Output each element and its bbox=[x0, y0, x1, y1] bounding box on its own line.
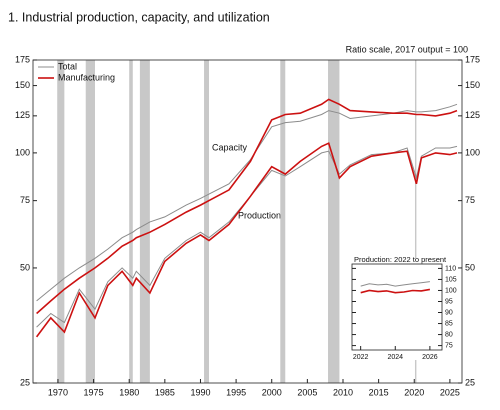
x-tick-label: 1975 bbox=[84, 387, 104, 397]
y-tick-label: 100 bbox=[15, 147, 30, 157]
plot-frame bbox=[32, 59, 463, 384]
y-tick-label: 105 bbox=[445, 276, 457, 283]
x-tick-label: 2020 bbox=[404, 387, 424, 397]
recession-bar bbox=[328, 60, 340, 383]
y-tick-label: 150 bbox=[15, 80, 30, 90]
plot-frame bbox=[351, 263, 443, 351]
x-tick-label: 1980 bbox=[119, 387, 139, 397]
x-tick-label: 1970 bbox=[48, 387, 68, 397]
y-tick-label: 80 bbox=[445, 331, 453, 338]
series-line bbox=[36, 98, 458, 315]
y-tick-label: 100 bbox=[465, 147, 480, 157]
x-tick-label: 2024 bbox=[387, 354, 403, 361]
series-line bbox=[360, 281, 430, 287]
chart-title: 1. Industrial production, capacity, and … bbox=[8, 10, 270, 24]
x-tick-label: 2022 bbox=[353, 354, 369, 361]
series-line bbox=[360, 288, 431, 294]
y-tick-label: 90 bbox=[445, 309, 453, 316]
recession-bar bbox=[139, 60, 150, 383]
y-tick-label: 75 bbox=[445, 342, 453, 349]
y-tick-label: 125 bbox=[465, 110, 480, 120]
y-tick-label: 25 bbox=[20, 377, 30, 387]
y-tick-label: 50 bbox=[20, 262, 30, 272]
x-tick-label: 2005 bbox=[297, 387, 317, 397]
recession-bar bbox=[129, 60, 133, 383]
y-tick-label: 125 bbox=[15, 110, 30, 120]
x-tick-label: 2025 bbox=[440, 387, 460, 397]
y-tick-label: 50 bbox=[465, 262, 475, 272]
y-tick-label: 25 bbox=[465, 377, 475, 387]
y-tick-label: 75 bbox=[465, 195, 475, 205]
annotation: Capacity bbox=[212, 142, 248, 152]
y-tick-label: 150 bbox=[465, 80, 480, 90]
legend-label: Manufacturing bbox=[58, 72, 115, 82]
y-tick-label: 110 bbox=[445, 265, 456, 272]
legend-label: Total bbox=[58, 61, 77, 71]
x-tick-label: 2026 bbox=[422, 354, 438, 361]
recession-bar bbox=[57, 60, 65, 383]
recession-bar bbox=[85, 60, 95, 383]
inset-background bbox=[352, 258, 442, 360]
recession-bar bbox=[414, 60, 417, 383]
subtitle: Ratio scale, 2017 output = 100 bbox=[346, 44, 468, 54]
recession-bar bbox=[204, 60, 210, 383]
annotation: Production bbox=[238, 210, 281, 220]
y-tick-label: 100 bbox=[445, 287, 457, 294]
inset-title: Production: 2022 to present bbox=[354, 255, 447, 264]
x-tick-label: 1985 bbox=[155, 387, 175, 397]
y-tick-label: 175 bbox=[465, 54, 480, 64]
recession-bar bbox=[280, 60, 286, 383]
y-tick-label: 175 bbox=[15, 54, 30, 64]
x-tick-label: 2015 bbox=[369, 387, 389, 397]
y-tick-label: 85 bbox=[445, 320, 453, 327]
y-tick-label: 75 bbox=[20, 195, 30, 205]
x-tick-label: 2010 bbox=[333, 387, 353, 397]
x-tick-label: 1995 bbox=[226, 387, 246, 397]
series-line bbox=[35, 142, 458, 338]
x-tick-label: 1990 bbox=[190, 387, 210, 397]
x-tick-label: 2000 bbox=[262, 387, 282, 397]
y-tick-label: 95 bbox=[445, 298, 453, 305]
